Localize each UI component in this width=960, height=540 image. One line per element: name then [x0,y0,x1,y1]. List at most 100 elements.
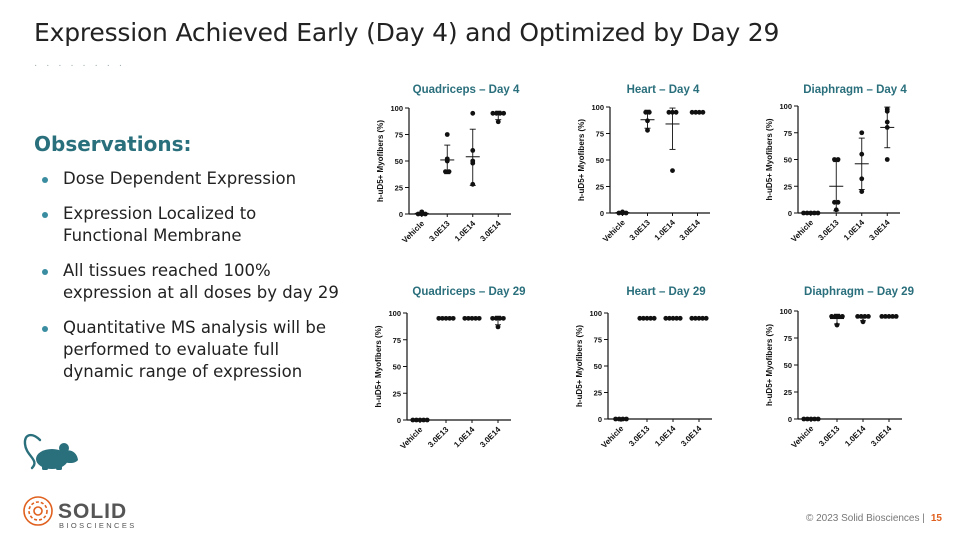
data-point [811,210,817,216]
slide-title: Expression Achieved Early (Day 4) and Op… [34,18,780,47]
data-point [693,109,699,115]
data-point [616,210,622,216]
data-point [419,209,425,215]
data-point [443,169,448,175]
data-point [490,315,495,321]
observations-list: Dose Dependent Expression Expression Loc… [42,168,342,396]
y-axis-label: h-uD5+ Myofibers (%) [575,325,584,407]
data-point [890,314,895,319]
data-point [667,315,672,321]
data-point [703,315,709,321]
y-tick-label: 50 [784,156,792,165]
data-point [812,416,817,422]
y-tick-label: 50 [596,156,604,165]
data-point [641,315,646,321]
x-tick-label: Vehicle [601,218,627,244]
data-point [808,210,814,216]
observation-item: Expression Localized to Functional Membr… [42,203,342,247]
y-tick-label: 25 [596,183,604,192]
data-point [469,315,475,321]
x-tick-label: Vehicle [789,218,815,244]
data-point [833,207,839,213]
data-point [693,315,698,321]
data-point [414,417,419,423]
data-point [670,315,676,321]
data-point [829,314,834,319]
x-tick-label: 3.0E13 [817,424,842,449]
y-tick-label: 50 [594,362,602,371]
observation-item: All tissues reached 100% expression at a… [42,260,342,304]
data-point [801,416,807,422]
data-point [624,416,629,422]
data-point [623,210,629,216]
data-point [444,156,450,162]
data-point [470,181,476,187]
y-tick-label: 100 [779,102,792,111]
data-point [884,157,890,162]
data-point [700,109,706,115]
y-tick-label: 100 [779,307,792,316]
y-tick-label: 0 [598,415,602,424]
data-point [700,315,705,321]
y-tick-label: 0 [788,415,792,424]
logo-name: SOLID [58,500,128,523]
y-axis-label: h-uD5+ Myofibers (%) [765,324,774,406]
y-tick-label: 50 [395,157,403,166]
data-point [651,315,657,321]
data-point [495,324,501,330]
data-point [835,157,841,162]
chart-title: Quadriceps – Day 29 [412,286,526,298]
data-point [473,315,478,321]
data-point [493,315,499,321]
data-point [832,314,838,319]
data-point [466,315,471,321]
data-point [620,209,625,215]
data-point [879,314,885,319]
x-tick-label: 3.0E14 [679,424,704,449]
data-point [666,109,672,115]
data-point [663,315,669,321]
x-tick-label: 3.0E14 [478,425,503,450]
bullet-icon [42,326,48,332]
chart-title: Heart – Day 29 [626,286,706,298]
data-point [883,314,888,319]
y-tick-label: 0 [397,416,401,425]
data-point [689,109,695,115]
data-point [470,158,476,164]
data-point [832,199,837,205]
data-point [646,109,652,115]
data-point [447,315,452,321]
data-point [808,416,814,422]
x-tick-label: Vehicle [400,219,426,245]
observation-item: Quantitative MS analysis will be perform… [42,317,342,383]
data-point [424,417,430,423]
bullet-icon [42,177,48,183]
y-tick-label: 0 [600,209,604,218]
data-point [422,211,428,217]
mouse-icon [23,433,78,470]
x-tick-label: 3.0E13 [426,425,451,450]
data-point [644,315,650,321]
data-point [444,132,450,137]
bullet-icon [42,212,48,218]
data-point [884,125,890,130]
x-tick-label: 1.0E14 [843,424,868,449]
y-tick-label: 100 [589,309,602,318]
y-axis-label: h-uD5+ Myofibers (%) [577,119,586,201]
data-point [805,416,810,422]
data-point [443,315,449,321]
data-point [859,176,865,182]
y-tick-label: 50 [784,361,792,370]
data-point [858,314,864,319]
data-point [446,169,452,175]
y-tick-label: 25 [784,388,792,397]
data-point [670,168,675,174]
data-point [893,314,899,319]
data-point [648,315,653,321]
data-point [670,109,675,115]
data-point [410,417,416,423]
